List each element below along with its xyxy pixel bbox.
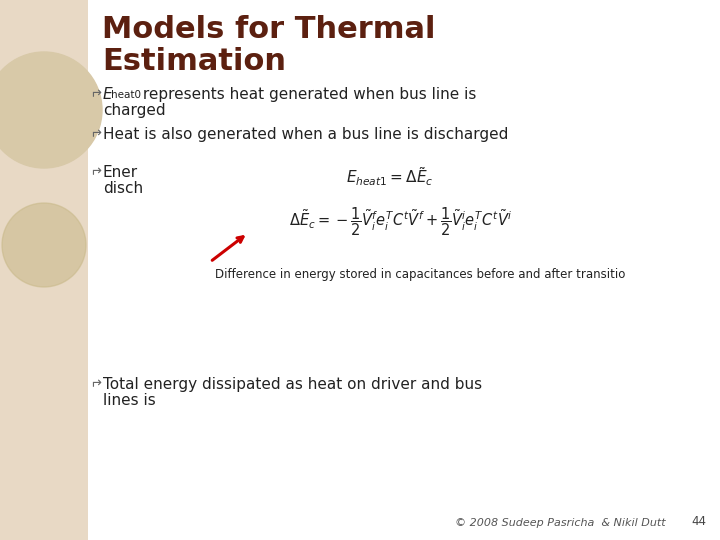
Text: heat0: heat0 (111, 90, 141, 100)
Text: © 2008 Sudeep Pasricha  & Nikil Dutt: © 2008 Sudeep Pasricha & Nikil Dutt (455, 518, 665, 528)
Text: Ener: Ener (103, 165, 138, 180)
Text: E: E (103, 87, 112, 102)
Text: ↵: ↵ (90, 161, 102, 175)
Text: charged: charged (103, 103, 166, 118)
Text: Total energy dissipated as heat on driver and bus: Total energy dissipated as heat on drive… (103, 377, 482, 392)
Text: Estimation: Estimation (102, 47, 286, 76)
Text: $\Delta\tilde{E}_c = -\dfrac{1}{2}\tilde{V}_i^f e_i^T C^t \tilde{V}^f + \dfrac{1: $\Delta\tilde{E}_c = -\dfrac{1}{2}\tilde… (289, 205, 511, 238)
Text: lines is: lines is (103, 393, 156, 408)
Text: ↵: ↵ (90, 123, 102, 137)
Text: Difference in energy stored in capacitances before and after transitio: Difference in energy stored in capacitan… (215, 268, 626, 281)
Text: Models for Thermal: Models for Thermal (102, 15, 436, 44)
Bar (0, 0, 88, 540)
Text: 44: 44 (691, 515, 706, 528)
Text: represents heat generated when bus line is: represents heat generated when bus line … (138, 87, 477, 102)
Text: $E_{heat1} = \Delta\tilde{E}_c$: $E_{heat1} = \Delta\tilde{E}_c$ (346, 165, 433, 187)
Text: Heat is also generated when a bus line is discharged: Heat is also generated when a bus line i… (103, 127, 508, 142)
Circle shape (0, 52, 102, 168)
Circle shape (2, 203, 86, 287)
Text: disch: disch (103, 181, 143, 196)
Text: ↵: ↵ (90, 373, 102, 387)
Text: ↵: ↵ (90, 83, 102, 97)
